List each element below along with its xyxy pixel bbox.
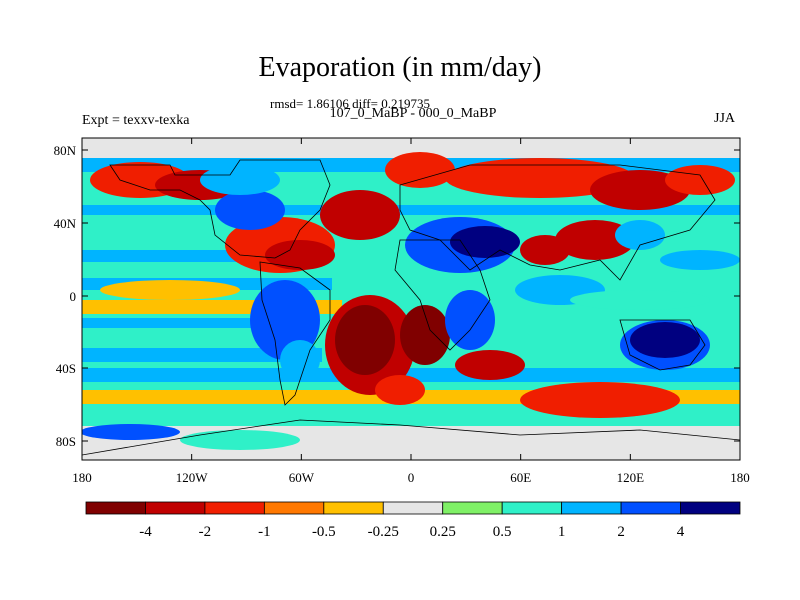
colorbar-label: 1 <box>558 524 566 540</box>
colorbar-swatch <box>561 501 622 515</box>
colorbar-swatch <box>204 501 265 515</box>
colorbar-label: -0.25 <box>368 524 399 540</box>
lat-tick-label: 0 <box>70 289 77 304</box>
lon-tick-label: 60E <box>510 470 531 485</box>
colorbar-swatch <box>85 501 146 515</box>
lat-tick-label: 40S <box>56 361 76 376</box>
colorbar: -4 -2 -1 -0.5 -0.25 0.25 0.5 1 2 4 <box>85 501 741 540</box>
continent-outlines <box>82 159 740 456</box>
colorbar-label: 0.25 <box>430 524 456 540</box>
lat-tick-label: 80S <box>56 434 76 449</box>
colorbar-swatch <box>145 501 206 515</box>
colorbar-swatch <box>323 501 384 515</box>
lon-axis: 180 120W 60W 0 60E 120E 180 <box>72 138 750 485</box>
lon-tick-label: 120W <box>176 470 209 485</box>
lon-tick-label: 180 <box>730 470 750 485</box>
season-label: JJA <box>714 111 736 126</box>
colorbar-label: 2 <box>617 524 625 540</box>
colorbar-label: -2 <box>199 524 212 540</box>
map-title: Evaporation (in mm/day) <box>258 52 542 83</box>
colorbar-swatch <box>501 501 563 515</box>
colorbar-swatch <box>382 501 444 515</box>
colorbar-label: -1 <box>258 524 271 540</box>
colorbar-label: 4 <box>677 524 685 540</box>
colorbar-label: 0.5 <box>493 524 512 540</box>
experiment-subtitle: 107_0_MaBP - 000_0_MaBP <box>329 106 497 121</box>
colorbar-swatch <box>680 501 741 515</box>
colorbar-swatch <box>442 501 503 515</box>
lon-tick-label: 60W <box>289 470 315 485</box>
evaporation-field <box>82 138 740 460</box>
colorbar-label: -0.5 <box>312 524 336 540</box>
colorbar-swatch <box>620 501 681 515</box>
lat-axis: 80N 40N 0 40S 80S <box>54 143 740 449</box>
rmsd-diff-stats: rmsd= 1.86106 diff= 0.219735 <box>270 96 430 111</box>
experiment-label: Expt = texxv-texka <box>82 113 190 128</box>
lon-tick-label: 120E <box>617 470 645 485</box>
lat-tick-label: 40N <box>54 216 77 231</box>
lon-tick-label: 180 <box>72 470 92 485</box>
colorbar-swatch <box>263 501 325 515</box>
colorbar-label: -4 <box>139 524 152 540</box>
lon-tick-label: 0 <box>408 470 415 485</box>
lat-tick-label: 80N <box>54 143 77 158</box>
